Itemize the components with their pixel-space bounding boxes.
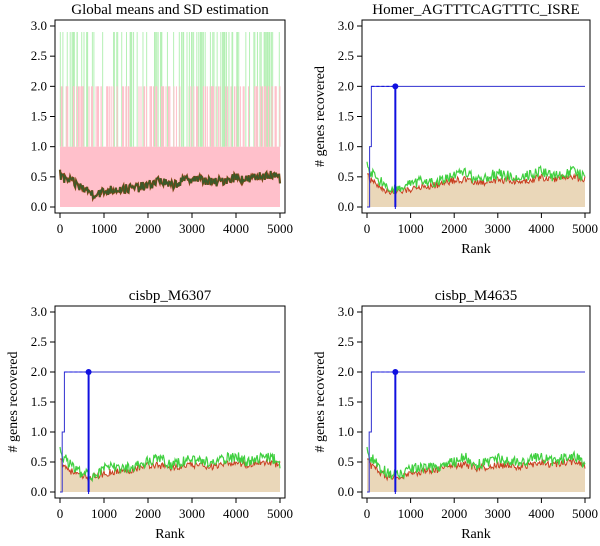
max-enrichment-point (85, 369, 92, 375)
mean-area (60, 459, 280, 492)
y-tick-label: 2.0 (338, 78, 354, 93)
x-axis-label: Rank (155, 527, 185, 542)
y-tick-label: 0.5 (338, 454, 354, 469)
x-tick-label: 2000 (441, 221, 467, 236)
x-tick-label: 5000 (267, 221, 293, 236)
x-axis-label: Rank (461, 527, 491, 542)
y-tick-label: 2.0 (31, 364, 47, 379)
y-tick-label: 2.0 (31, 78, 47, 93)
x-tick-label: 1000 (91, 506, 117, 521)
y-tick-label: 2.5 (338, 334, 354, 349)
chart-panel-1: Global means and SD estimation 0.0 0.5 1.0 1… (31, 2, 293, 236)
chart-title: Homer_AGTTTCAGTTTC_ISRE (372, 2, 579, 18)
chart-panel-2: Homer_AGTTTCAGTTTC_ISRE 0.0 0.5 1.0 1.5 2.0 2.… (313, 2, 598, 257)
x-tick-label: 4000 (223, 221, 249, 236)
y-tick-label: 1.0 (338, 139, 354, 154)
max-enrichment-point (392, 83, 399, 90)
y-tick-label: 2.5 (338, 48, 354, 63)
x-tick-label: 0 (364, 221, 371, 236)
x-axis-label: Rank (461, 242, 491, 257)
y-axis-label: # genes recovered (6, 351, 21, 452)
y-tick-label: 0.0 (31, 199, 47, 214)
recovery-curve (367, 371, 585, 493)
y-tick-label: 1.5 (31, 394, 47, 409)
chart-title: cisbp_M4635 (435, 288, 518, 304)
x-tick-label: 5000 (267, 506, 293, 521)
y-tick-label: 3.0 (338, 18, 354, 33)
x-tick-label: 4000 (528, 221, 554, 236)
chart-panel-3: cisbp_M6307 0.0 0.5 1.0 1.5 2.0 2.5 3.0 0 1000 200… (6, 288, 293, 542)
y-tick-label: 2.5 (31, 48, 47, 63)
x-tick-label: 4000 (223, 506, 249, 521)
y-tick-label: 0.0 (338, 199, 354, 214)
y-tick-label: 2.0 (338, 364, 354, 379)
x-tick-label: 5000 (572, 506, 598, 521)
y-tick-label: 1.5 (31, 109, 47, 124)
y-tick-label: 3.0 (31, 18, 47, 33)
chart-title: Global means and SD estimation (71, 2, 269, 18)
mean-area (367, 173, 585, 207)
y-tick-label: 1.5 (338, 109, 354, 124)
y-tick-label: 1.0 (338, 424, 354, 439)
x-tick-label: 0 (364, 506, 371, 521)
y-tick-label: 1.0 (31, 424, 47, 439)
x-tick-label: 3000 (179, 221, 205, 236)
y-tick-label: 0.5 (31, 169, 47, 184)
sd-curve (366, 446, 586, 480)
chart-panel-4: cisbp_M4635 0.0 0.5 1.0 1.5 2.0 2.5 3.0 0 1000 200… (313, 288, 598, 542)
y-tick-label: 3.0 (31, 304, 47, 319)
x-tick-label: 3000 (485, 221, 511, 236)
sd-spikes (59, 32, 281, 147)
recovery-curve (60, 371, 280, 493)
y-tick-label: 3.0 (338, 304, 354, 319)
mean-curve (59, 169, 281, 201)
y-tick-label: 1.0 (31, 139, 47, 154)
y-tick-label: 0.0 (31, 484, 47, 499)
x-tick-label: 2000 (135, 506, 161, 521)
y-tick-label: 0.0 (338, 484, 354, 499)
max-enrichment-point (392, 369, 399, 375)
x-tick-label: 1000 (398, 506, 424, 521)
x-tick-label: 1000 (398, 221, 424, 236)
recovery-curve (367, 85, 585, 208)
x-tick-label: 2000 (441, 506, 467, 521)
x-tick-label: 0 (57, 221, 64, 236)
sd-curve (366, 161, 586, 195)
chart-title: cisbp_M6307 (129, 288, 212, 304)
sd-curve (59, 446, 281, 483)
y-axis-label: # genes recovered (313, 66, 328, 167)
x-tick-label: 0 (57, 506, 64, 521)
x-tick-label: 5000 (572, 221, 598, 236)
x-tick-label: 3000 (179, 506, 205, 521)
y-tick-label: 2.5 (31, 334, 47, 349)
mean-area (367, 458, 585, 492)
y-tick-label: 1.5 (338, 394, 354, 409)
x-tick-label: 2000 (135, 221, 161, 236)
x-tick-label: 3000 (485, 506, 511, 521)
y-tick-label: 0.5 (338, 169, 354, 184)
x-tick-label: 4000 (528, 506, 554, 521)
x-tick-label: 1000 (91, 221, 117, 236)
y-tick-label: 0.5 (31, 454, 47, 469)
y-axis-label: # genes recovered (313, 351, 328, 452)
